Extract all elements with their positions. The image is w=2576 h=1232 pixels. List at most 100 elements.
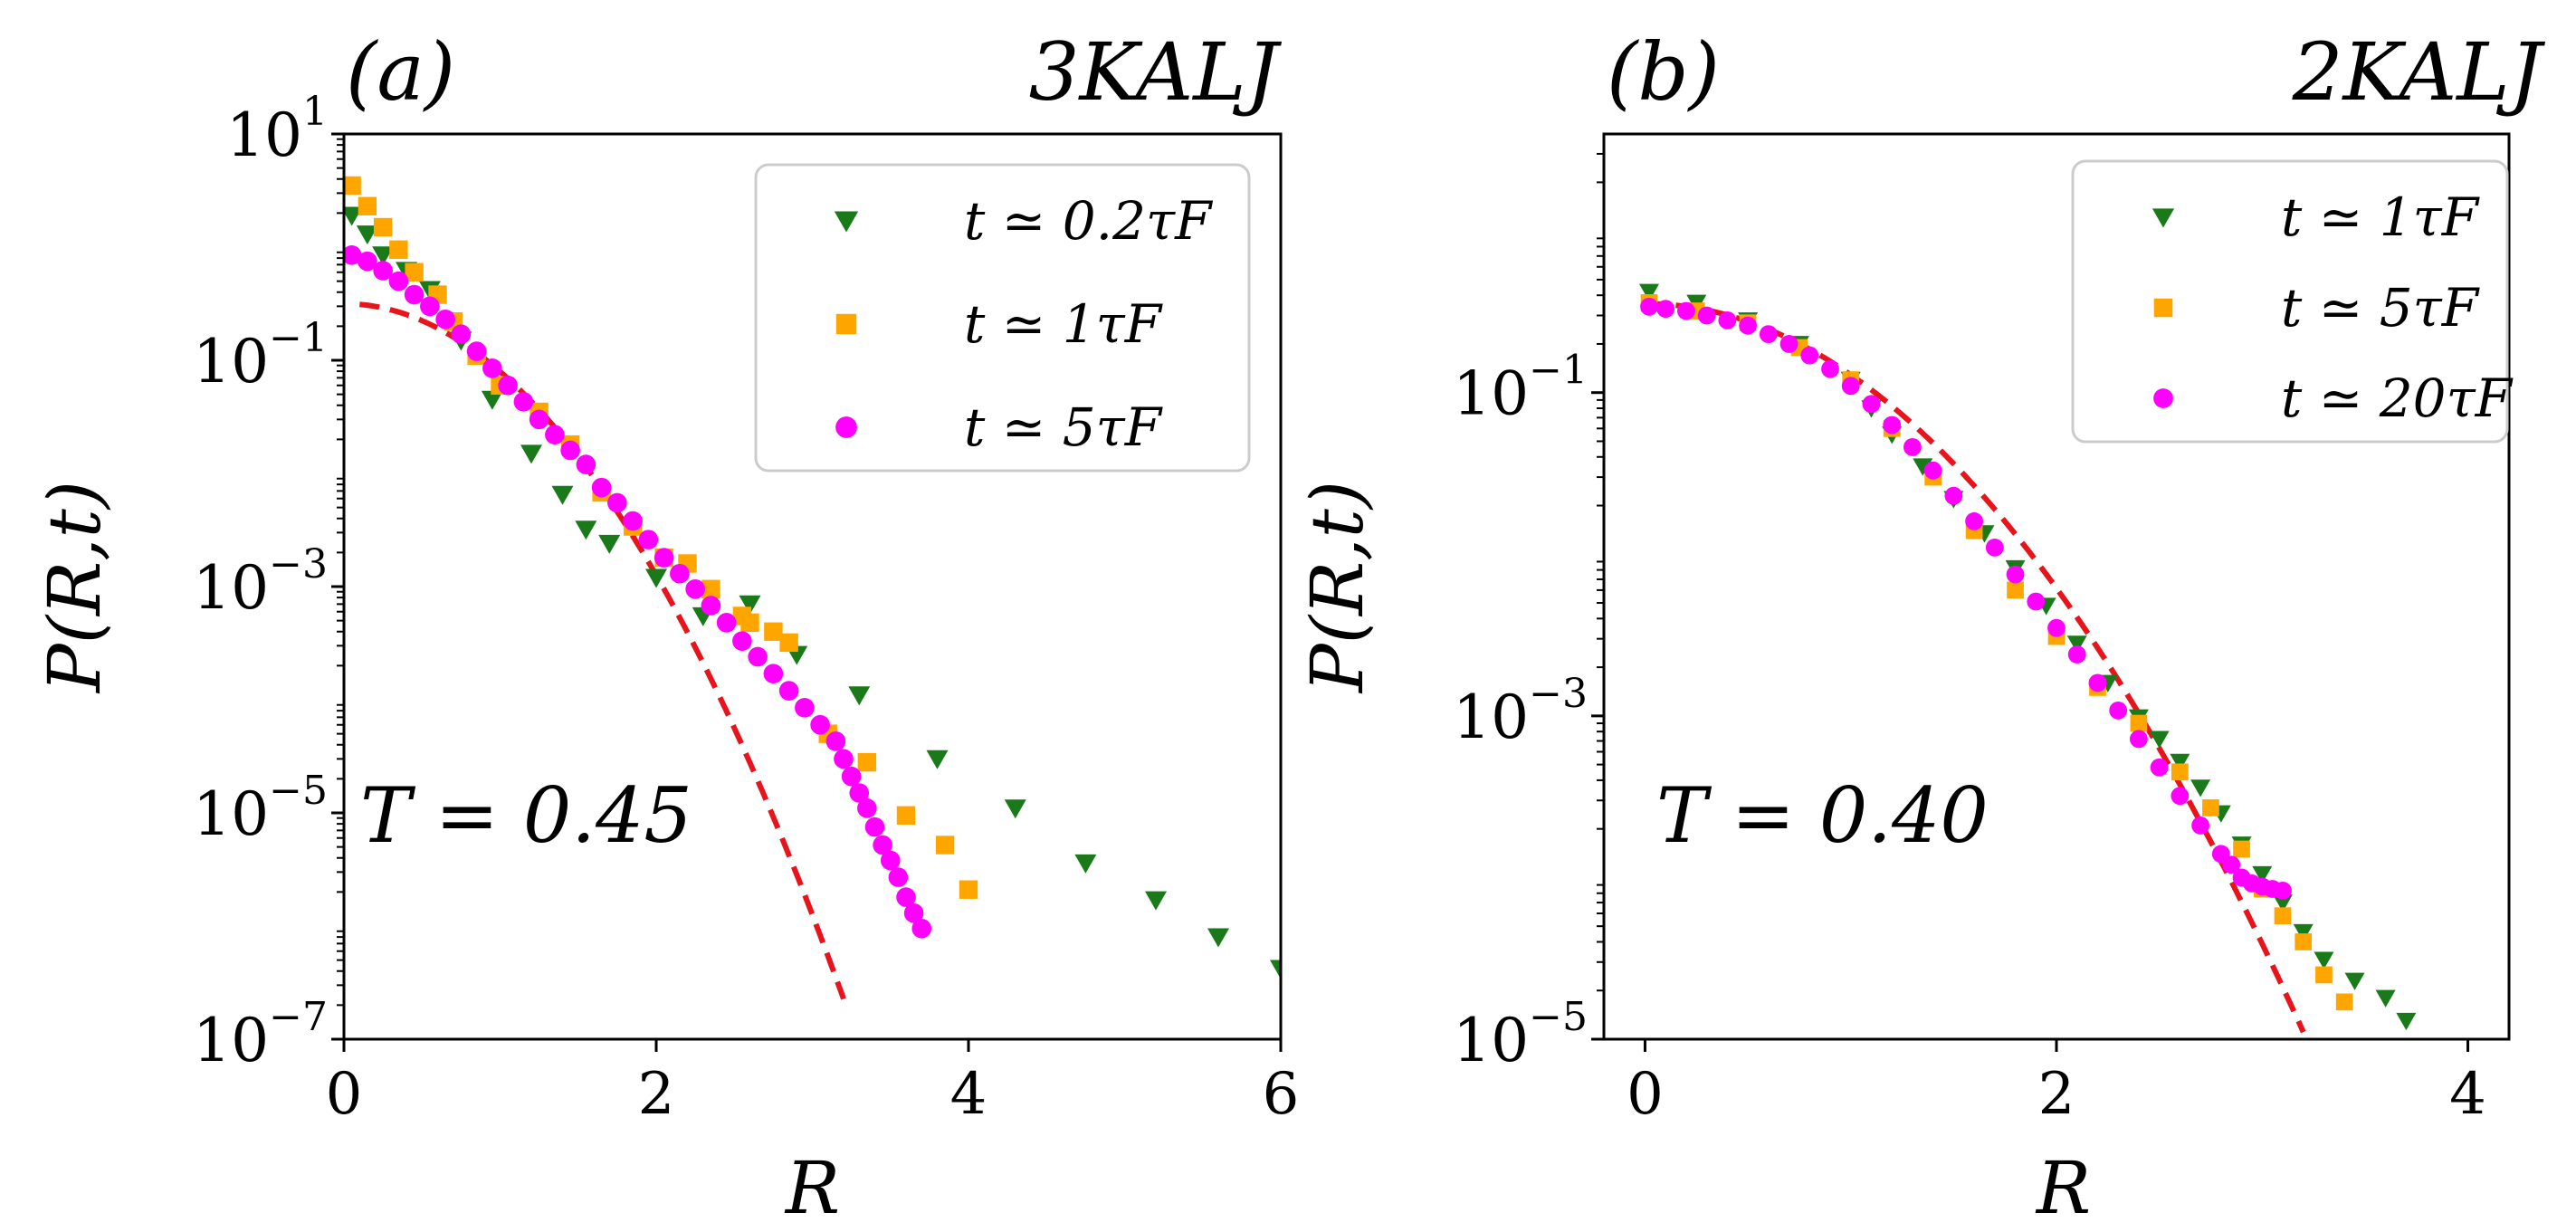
data-point-circle [1656,300,1675,319]
y-axis-label-a: P(R,t) [33,481,117,694]
data-point-circle [2088,673,2107,692]
data-point-square [896,806,916,825]
data-point-circle [795,698,815,718]
x-axis-label-b: R [2035,1146,2091,1230]
data-point-circle [2274,881,2292,900]
data-point-circle [498,375,518,396]
data-point-circle [654,548,674,568]
y-tick-label: 10−1 [1453,348,1588,429]
data-point-circle [2222,855,2241,874]
data-point-triangle-down [1207,928,1229,948]
data-point-triangle-down [1074,854,1097,874]
data-point-square [389,240,408,259]
data-point-square [2233,840,2250,858]
legend-marker [835,416,857,438]
data-point-circle [873,835,892,855]
data-point-triangle-down [2252,865,2273,884]
data-point-circle [1677,301,1695,320]
legend-b: t ≃ 1τF t ≃ 5τF t ≃ 20τF [2071,159,2514,444]
data-point-square [2007,581,2024,599]
data-point-circle [701,596,721,616]
data-point-square [2202,799,2219,817]
data-point-circle [1759,325,1778,344]
data-points-a [344,176,1281,979]
data-point-circle [1697,306,1716,325]
data-point-circle [864,817,885,837]
y-tick-label: 10−1 [193,315,328,396]
panel-label-a: (a) [346,25,455,119]
data-point-circle [1985,538,2004,557]
data-point-circle [763,664,784,683]
data-point-triangle-down [344,206,363,226]
data-point-square [740,613,759,633]
data-point-circle [1862,395,1881,414]
data-point-triangle-down [481,390,503,410]
data-point-square [857,752,877,772]
data-point-triangle-down [1639,283,1659,301]
data-point-circle [1739,316,1757,335]
data-point-square [2315,966,2333,984]
y-tick-label: 101 [226,89,328,170]
x-tick-label: 4 [950,1061,987,1128]
legend-entry: t ≃ 5τF [964,396,1163,458]
data-point-circle [1903,438,1922,456]
legend-box [754,163,1251,473]
data-point-circle [857,798,877,818]
data-point-circle [896,887,916,907]
data-point-circle [1841,377,1860,396]
data-point-square [764,622,783,641]
data-point-circle [560,440,580,461]
data-point-square [405,263,424,282]
y-tick-label: 10−7 [193,994,328,1075]
legend-entry: t ≃ 1τF [2281,186,2480,248]
legend-entry: t ≃ 5τF [2281,277,2480,339]
y-tick-label: 10−5 [193,768,328,849]
data-point-circle [1883,415,1902,435]
data-point-circle [638,530,659,549]
data-point-square [2130,714,2148,732]
data-point-triangle-down [2293,923,2314,942]
data-point-triangle-down [598,534,621,554]
legend-entry: t ≃ 0.2τF [964,190,1213,252]
data-point-triangle-down [2149,731,2170,749]
data-point-circle [623,511,643,531]
data-point-circle [420,296,440,317]
data-point-circle [513,392,534,412]
data-point-circle [373,261,393,281]
panel-title-a: 3KALJ [1029,25,1283,119]
data-point-triangle-down [2170,753,2190,772]
data-point-circle [2150,758,2169,777]
x-tick-label: 2 [2038,1061,2075,1128]
data-point-circle [888,867,909,887]
data-point-circle [2027,592,2046,611]
data-point-triangle-down [356,225,378,245]
data-point-triangle-down [575,520,597,540]
y-tick-label: 10−3 [193,541,328,623]
data-point-circle [810,714,830,735]
data-point-circle [2067,645,2086,664]
data-point-circle [2006,565,2025,584]
x-tick-label: 6 [1263,1061,1300,1128]
data-point-square [2171,763,2189,781]
data-point-circle [1640,297,1658,316]
data-point-circle [388,271,409,291]
legend-marker [835,313,857,335]
x-axis-label-a: R [784,1146,840,1230]
data-point-circle [2109,701,2128,720]
data-point-circle [344,245,362,265]
data-point-circle [435,309,455,329]
data-point-square [935,836,955,855]
data-point-square [344,176,361,196]
data-point-circle [732,631,752,651]
axis-ticks-b: 0 2 4 10−1 10−3 10−5 [1453,152,2486,1128]
data-point-triangle-down [520,444,542,464]
data-point-square [779,633,798,653]
data-point-circle [1923,461,1942,480]
panel-b: (b) 2KALJ 0 2 4 10−1 10−3 10−5 T = 0.40 t ≃ 1… [1295,25,2546,1230]
panel-label-b: (b) [1607,25,1720,119]
x-tick-label: 4 [2449,1061,2486,1128]
data-point-triangle-down [926,750,949,769]
plot-frame-b [1602,132,2511,1041]
data-point-triangle-down [1145,891,1167,911]
